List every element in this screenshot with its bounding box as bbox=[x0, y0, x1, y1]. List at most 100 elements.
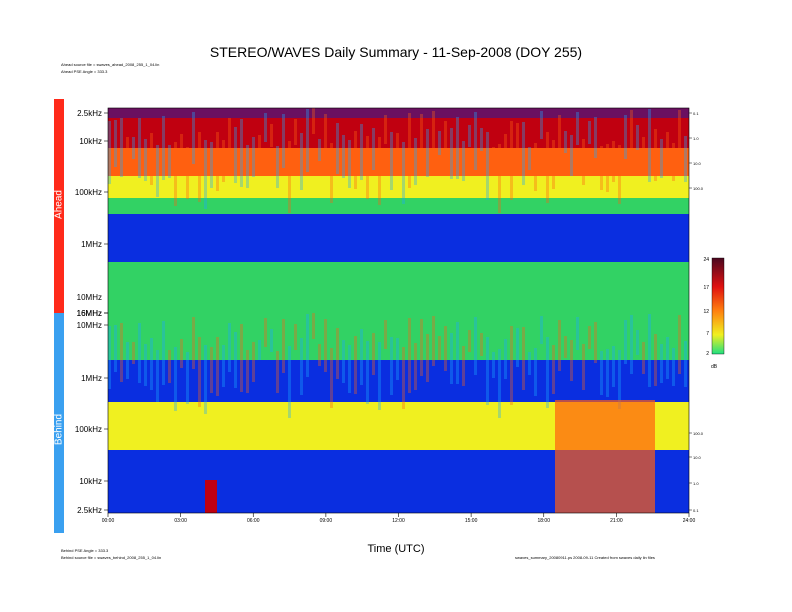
behind-streak-72 bbox=[540, 316, 543, 344]
ahead-streak-17 bbox=[210, 142, 213, 188]
behind-band-1 bbox=[108, 360, 689, 402]
behind-panel-bar bbox=[54, 313, 64, 533]
behind-streak-9 bbox=[162, 321, 165, 385]
behind-intensity-label-2: 1.0 bbox=[693, 481, 699, 486]
time-label-5: 15:00 bbox=[465, 518, 478, 524]
ahead-streak-22 bbox=[240, 119, 243, 187]
ahead-band-0 bbox=[108, 108, 689, 118]
ahead-streak-84 bbox=[612, 141, 615, 182]
behind-streak-67 bbox=[510, 326, 513, 405]
ahead-streak-31 bbox=[294, 119, 297, 145]
behind-streak-50 bbox=[408, 318, 411, 393]
ahead-streak-40 bbox=[348, 140, 351, 188]
behind-streak-32 bbox=[300, 338, 303, 395]
behind-streak-71 bbox=[534, 348, 537, 396]
ahead-band-2 bbox=[108, 148, 689, 176]
behind-streak-77 bbox=[570, 340, 573, 381]
behind-streak-13 bbox=[186, 352, 189, 404]
ahead-streak-28 bbox=[276, 146, 279, 188]
time-label-6: 18:00 bbox=[537, 518, 550, 524]
behind-streak-82 bbox=[600, 351, 603, 395]
ahead-streak-48 bbox=[396, 133, 399, 175]
ahead-streak-23 bbox=[246, 145, 249, 188]
ahead-streak-91 bbox=[654, 129, 657, 181]
behind-band-0 bbox=[108, 313, 689, 360]
behind-streak-12 bbox=[180, 339, 183, 368]
behind-streak-0 bbox=[108, 326, 111, 389]
behind-streak-59 bbox=[462, 346, 465, 386]
behind-streak-25 bbox=[258, 340, 261, 360]
behind-streak-37 bbox=[330, 348, 333, 408]
behind-freq-label-2: 1MHz bbox=[81, 374, 102, 383]
behind-streak-10 bbox=[168, 350, 171, 383]
behind-streak-96 bbox=[684, 341, 687, 387]
ahead-streak-86 bbox=[624, 115, 627, 159]
behind-streak-65 bbox=[498, 349, 501, 418]
behind-streak-79 bbox=[582, 344, 585, 390]
ahead-streak-4 bbox=[132, 137, 135, 159]
behind-streak-75 bbox=[558, 320, 561, 371]
ahead-streak-7 bbox=[150, 133, 153, 185]
ahead-streak-76 bbox=[564, 131, 567, 153]
behind-streak-80 bbox=[588, 326, 591, 349]
ahead-intensity-label-1: 1.0 bbox=[693, 136, 699, 141]
time-label-7: 21:00 bbox=[610, 518, 623, 524]
colorbar-label-3: 7 bbox=[706, 331, 709, 337]
behind-streak-95 bbox=[678, 315, 681, 374]
behind-streak-5 bbox=[138, 323, 141, 383]
ahead-streak-57 bbox=[450, 128, 453, 179]
time-axis: 00:00 03:00 06:00 09:00 12:00 15:00 18:00 21:00… bbox=[102, 513, 696, 524]
behind-streak-17 bbox=[210, 347, 213, 393]
ahead-streak-83 bbox=[606, 144, 609, 192]
behind-streak-90 bbox=[648, 314, 651, 387]
colorbar-ticks: 24 17 12 7 2 bbox=[703, 257, 709, 357]
colorbar-label-1: 17 bbox=[703, 285, 709, 291]
ahead-streak-90 bbox=[648, 109, 651, 182]
behind-streak-24 bbox=[252, 342, 255, 382]
colorbar-label-0: 24 bbox=[703, 257, 709, 263]
behind-pse-note: Behind PSE Angle = 333.3 bbox=[61, 548, 109, 553]
behind-streak-52 bbox=[420, 319, 423, 376]
ahead-streak-79 bbox=[582, 139, 585, 185]
behind-streak-63 bbox=[486, 337, 489, 405]
ahead-streak-61 bbox=[474, 112, 477, 170]
ahead-streak-19 bbox=[222, 140, 225, 182]
ahead-streak-34 bbox=[312, 108, 315, 134]
behind-streak-3 bbox=[126, 342, 129, 379]
ahead-streak-20 bbox=[228, 118, 231, 167]
behind-streak-85 bbox=[618, 350, 621, 409]
behind-streak-78 bbox=[576, 317, 579, 350]
ahead-streak-36 bbox=[324, 114, 327, 167]
ahead-streak-15 bbox=[198, 132, 201, 202]
ahead-streak-12 bbox=[180, 134, 183, 163]
behind-streak-73 bbox=[546, 337, 549, 408]
behind-streak-57 bbox=[450, 333, 453, 384]
behind-streak-83 bbox=[606, 349, 609, 397]
ahead-band-1 bbox=[108, 118, 689, 148]
ahead-streak-66 bbox=[504, 134, 507, 174]
ahead-streak-53 bbox=[426, 129, 429, 177]
behind-streak-70 bbox=[528, 352, 531, 375]
behind-streak-94 bbox=[672, 348, 675, 386]
ahead-streak-65 bbox=[498, 144, 501, 213]
ahead-streak-11 bbox=[174, 142, 177, 206]
ahead-streak-47 bbox=[390, 132, 393, 190]
behind-freq-label-0: 10MHz bbox=[77, 321, 102, 330]
ahead-streak-87 bbox=[630, 110, 633, 169]
ahead-streak-70 bbox=[528, 147, 531, 170]
behind-spectrogram bbox=[108, 313, 689, 513]
ahead-streak-58 bbox=[456, 117, 459, 179]
ahead-freq-label-4: 16MHz bbox=[77, 309, 102, 318]
colorbar-unit: dB bbox=[711, 364, 718, 370]
ahead-streak-67 bbox=[510, 121, 513, 200]
behind-streak-51 bbox=[414, 343, 417, 390]
behind-streak-26 bbox=[264, 318, 267, 347]
time-label-8: 24:00 bbox=[683, 518, 696, 524]
behind-streak-23 bbox=[246, 350, 249, 393]
behind-streak-15 bbox=[198, 337, 201, 407]
behind-streak-6 bbox=[144, 344, 147, 386]
ahead-streak-3 bbox=[126, 137, 129, 174]
behind-intensity-label-0: 100.0 bbox=[693, 431, 704, 436]
ahead-intensity-label-3: 100.0 bbox=[693, 186, 704, 191]
behind-streak-11 bbox=[174, 347, 177, 411]
